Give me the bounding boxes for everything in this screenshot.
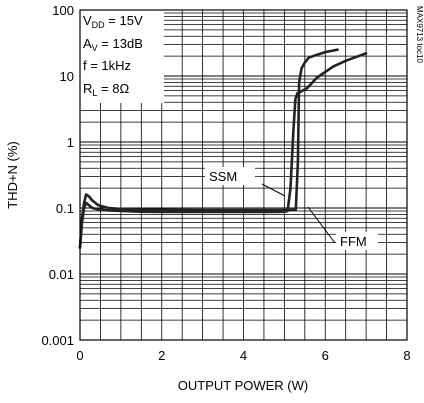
conditions-box	[80, 10, 164, 103]
condition-freq: f = 1kHz	[83, 58, 131, 73]
y-tick-label: 100	[52, 3, 74, 18]
y-tick-label: 0.001	[41, 333, 74, 348]
x-tick-label: 6	[322, 348, 329, 363]
y-tick-label: 0.01	[49, 267, 74, 282]
series-line-ffm	[78, 48, 339, 249]
x-tick-label: 2	[158, 348, 165, 363]
y-tick-label: 0.1	[56, 201, 74, 216]
condition-vdd: VDD = 15V	[83, 13, 143, 30]
x-tick-label: 0	[76, 348, 83, 363]
x-tick-label: 8	[403, 348, 410, 363]
y-tick-label: 1	[67, 135, 74, 150]
annotation-leader-ssm	[261, 183, 286, 197]
x-axis-title: OUTPUT POWER (W)	[178, 378, 308, 393]
condition-av: AV = 13dB	[83, 36, 143, 53]
annotation-leader-ffm	[307, 206, 336, 244]
series-line-ssm	[78, 52, 368, 249]
series-group	[78, 48, 368, 249]
plot-frame	[79, 9, 408, 341]
y-axis-title: THD+N (%)	[5, 141, 20, 209]
tick-labels: 0.001 0.01 0.1 1 10 100 0 2 4 6 8	[41, 3, 410, 363]
x-tick-label: 4	[240, 348, 247, 363]
condition-rl: RL = 8Ω	[83, 81, 129, 98]
annotation-label-ffm: FFM	[340, 234, 367, 249]
annotation-bg-ffm	[336, 232, 378, 250]
y-tick-label: 10	[60, 69, 74, 84]
annotations: SSM FFM	[205, 167, 378, 250]
figure-code: MAX9713 toc10	[415, 6, 424, 63]
annotation-label-ssm: SSM	[209, 169, 237, 184]
annotation-bg-ssm	[205, 167, 255, 185]
